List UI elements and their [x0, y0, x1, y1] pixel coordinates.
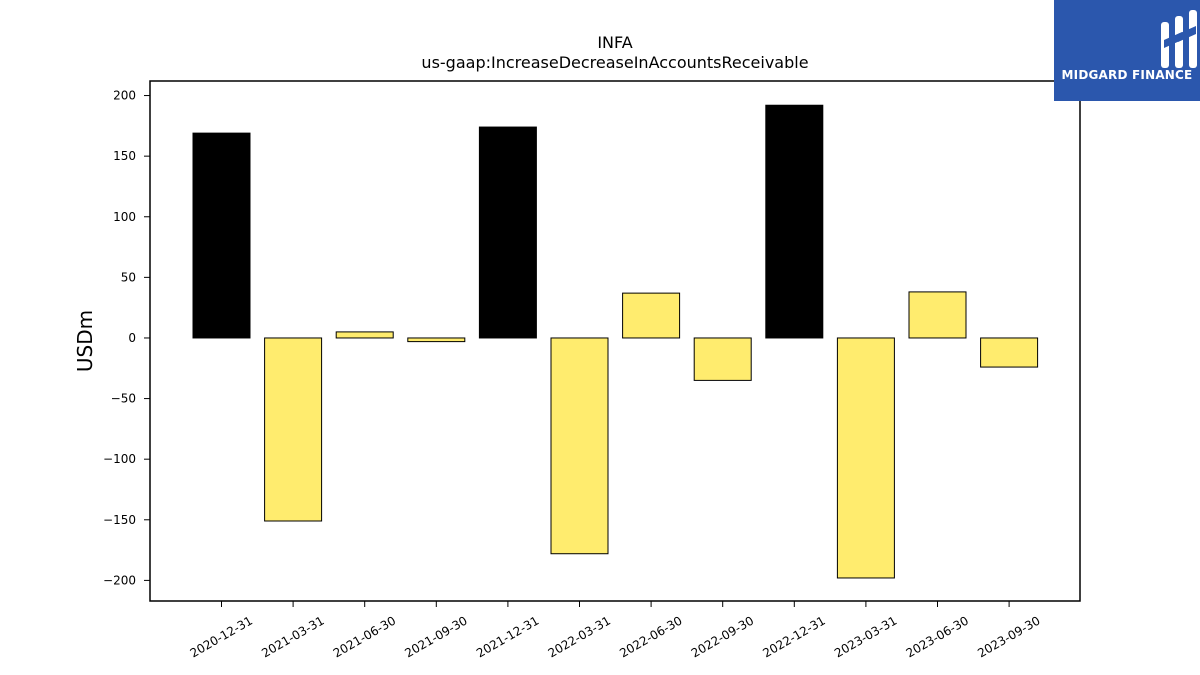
- bar-2023-09-30: [980, 337, 1039, 368]
- logo-mark-icon: [1161, 10, 1197, 68]
- brand-logo: MIDGARD FINANCE: [1054, 0, 1200, 101]
- logo-text: MIDGARD FINANCE: [1061, 68, 1193, 82]
- x-tick-label: 2021-06-30: [331, 613, 398, 660]
- x-tick-label: 2023-03-31: [832, 613, 899, 660]
- bar-2022-03-31: [550, 337, 609, 555]
- y-tick-label: 50: [121, 270, 136, 284]
- y-axis-label: USDm: [73, 310, 97, 372]
- bar-2021-06-30: [335, 331, 394, 339]
- x-tick-label: 2022-03-31: [546, 613, 613, 660]
- x-tick-label: 2020-12-31: [188, 613, 255, 660]
- x-axis-ticks: 2020-12-31 2021-03-31 2021-06-30 2021-09-30…: [188, 601, 1043, 660]
- x-tick-label: 2021-03-31: [259, 613, 326, 660]
- y-tick-label: −50: [111, 392, 136, 406]
- chart-title: INFA: [597, 33, 632, 52]
- x-tick-label: 2021-12-31: [474, 613, 541, 660]
- plot-frame: [149, 80, 1081, 602]
- x-tick-label: 2022-06-30: [617, 613, 684, 660]
- y-axis-ticks: 200 150 100 50 0 −50 −100 −150 −200: [103, 89, 150, 587]
- x-tick-label: 2023-09-30: [975, 613, 1042, 660]
- bar-2020-12-31: [192, 132, 251, 339]
- bar-2021-09-30: [407, 337, 466, 343]
- x-tick-label: 2023-06-30: [904, 613, 971, 660]
- bar-2021-12-31: [478, 126, 537, 339]
- bar-2022-06-30: [622, 292, 681, 339]
- x-tick-label: 2022-12-31: [760, 613, 827, 660]
- bar-2023-06-30: [908, 291, 967, 339]
- y-tick-label: −200: [103, 573, 136, 587]
- y-tick-label: −150: [103, 513, 136, 527]
- x-tick-label: 2022-09-30: [689, 613, 756, 660]
- y-tick-label: 200: [113, 89, 136, 103]
- bar-2021-03-31: [264, 337, 323, 522]
- bar-2023-03-31: [836, 337, 895, 579]
- y-tick-label: 100: [113, 210, 136, 224]
- bars-group: [192, 104, 1039, 579]
- y-tick-label: 150: [113, 149, 136, 163]
- bar-2022-09-30: [693, 337, 752, 381]
- x-tick-label: 2021-09-30: [402, 613, 469, 660]
- chart-subtitle: us-gaap:IncreaseDecreaseInAccountsReceiv…: [421, 53, 808, 72]
- y-tick-label: 0: [128, 331, 136, 345]
- y-tick-label: −100: [103, 452, 136, 466]
- bar-2022-12-31: [765, 104, 824, 339]
